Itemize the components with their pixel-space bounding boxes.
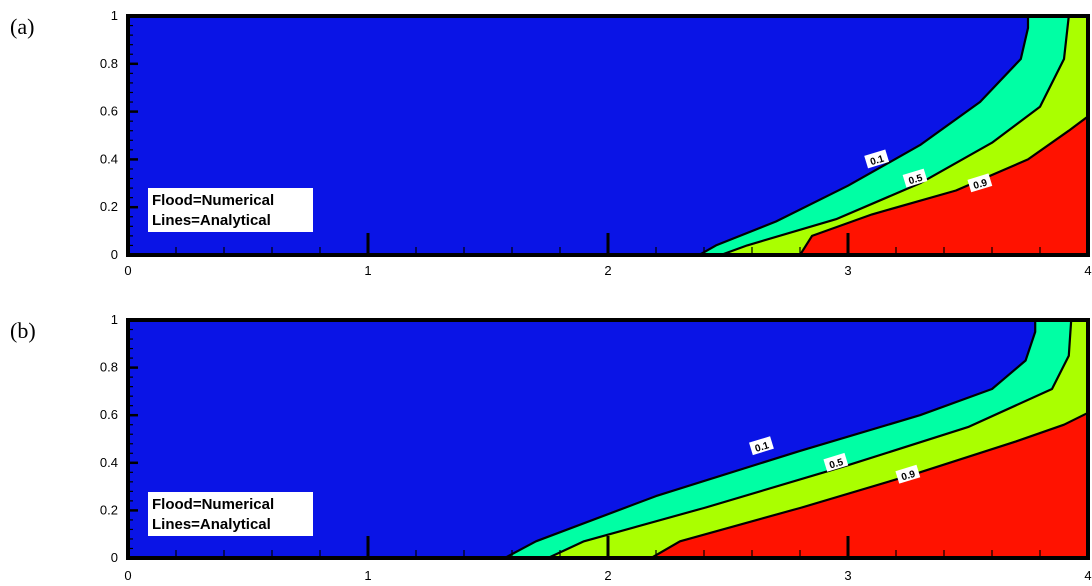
y-tick-label: 0 <box>111 247 118 262</box>
contour-label-bg <box>823 452 849 472</box>
y-tick-label: 0.2 <box>100 199 118 214</box>
contour-label-0.9: 0.9 <box>895 464 921 484</box>
panel-label: (b) <box>10 318 36 343</box>
contour-label-0.9: 0.9 <box>967 173 993 193</box>
legend-box <box>148 492 313 536</box>
y-tick-label: 0.6 <box>100 407 118 422</box>
contour-label-bg <box>864 149 890 169</box>
contour-label-bg <box>749 436 774 456</box>
y-tick-label: 0.8 <box>100 360 118 375</box>
contour-label-0.5: 0.5 <box>902 168 928 188</box>
x-tick-label: 1 <box>364 263 371 278</box>
x-tick-label: 2 <box>604 263 611 278</box>
plot-area: 0.1 0.5 0.9 <box>128 320 1088 558</box>
legend-numerical: Flood=Numerical <box>152 496 274 513</box>
contour-line-0.9 <box>650 411 1088 558</box>
contour-label-text: 0.1 <box>869 153 886 168</box>
contour-label-bg <box>895 464 921 484</box>
contour-label-text: 0.1 <box>754 440 771 455</box>
panel-a: (a) 0.1 0.5 0.9 Flood=Numerical Lines=Analyti… <box>10 8 1092 278</box>
y-tick-label: 0.4 <box>100 151 118 166</box>
contour-line-0.5 <box>547 320 1073 558</box>
legend: Flood=Numerical Lines=Analytical <box>148 492 313 536</box>
contour-line-0.1 <box>504 320 1037 558</box>
contour-label-0.1: 0.1 <box>749 436 774 456</box>
contour-label-bg <box>902 168 928 188</box>
contour-line-0.1 <box>698 16 1030 255</box>
contour-label-text: 0.9 <box>900 469 917 484</box>
legend-analytical: Lines=Analytical <box>152 516 271 533</box>
x-tick-label: 2 <box>604 568 611 583</box>
y-tick-label: 0.4 <box>100 455 118 470</box>
legend: Flood=Numerical Lines=Analytical <box>148 188 313 232</box>
contour-label-bg <box>967 173 993 193</box>
contour-line-0.9 <box>799 115 1088 255</box>
panel-label: (a) <box>10 14 34 39</box>
contour-label-text: 0.5 <box>828 457 845 472</box>
x-tick-label: 4 <box>1084 568 1091 583</box>
contour-label-text: 0.9 <box>972 177 989 192</box>
contour-label-0.1: 0.1 <box>864 149 890 169</box>
x-tick-label: 0 <box>124 263 131 278</box>
flood-region-above-0.9 <box>651 412 1088 558</box>
y-tick-label: 0 <box>111 550 118 565</box>
legend-analytical: Lines=Analytical <box>152 212 271 229</box>
y-tick-label: 0.2 <box>100 502 118 517</box>
contour-line-0.5 <box>720 16 1070 255</box>
y-tick-label: 1 <box>111 8 118 23</box>
x-tick-label: 0 <box>124 568 131 583</box>
contour-label-0.5: 0.5 <box>823 452 849 472</box>
flood-region-above-0.9 <box>800 116 1088 255</box>
x-tick-label: 3 <box>844 568 851 583</box>
y-tick-label: 0.8 <box>100 56 118 71</box>
legend-box <box>148 188 313 232</box>
y-tick-label: 1 <box>111 312 118 327</box>
legend-numerical: Flood=Numerical <box>152 192 274 209</box>
x-tick-label: 1 <box>364 568 371 583</box>
panel-b: (b) 0.1 0.5 0.9 Flood=Numerical Lines=Analyti… <box>10 312 1092 583</box>
x-tick-label: 4 <box>1084 263 1091 278</box>
contour-label-text: 0.5 <box>907 173 924 188</box>
y-tick-label: 0.6 <box>100 104 118 119</box>
x-tick-label: 3 <box>844 263 851 278</box>
